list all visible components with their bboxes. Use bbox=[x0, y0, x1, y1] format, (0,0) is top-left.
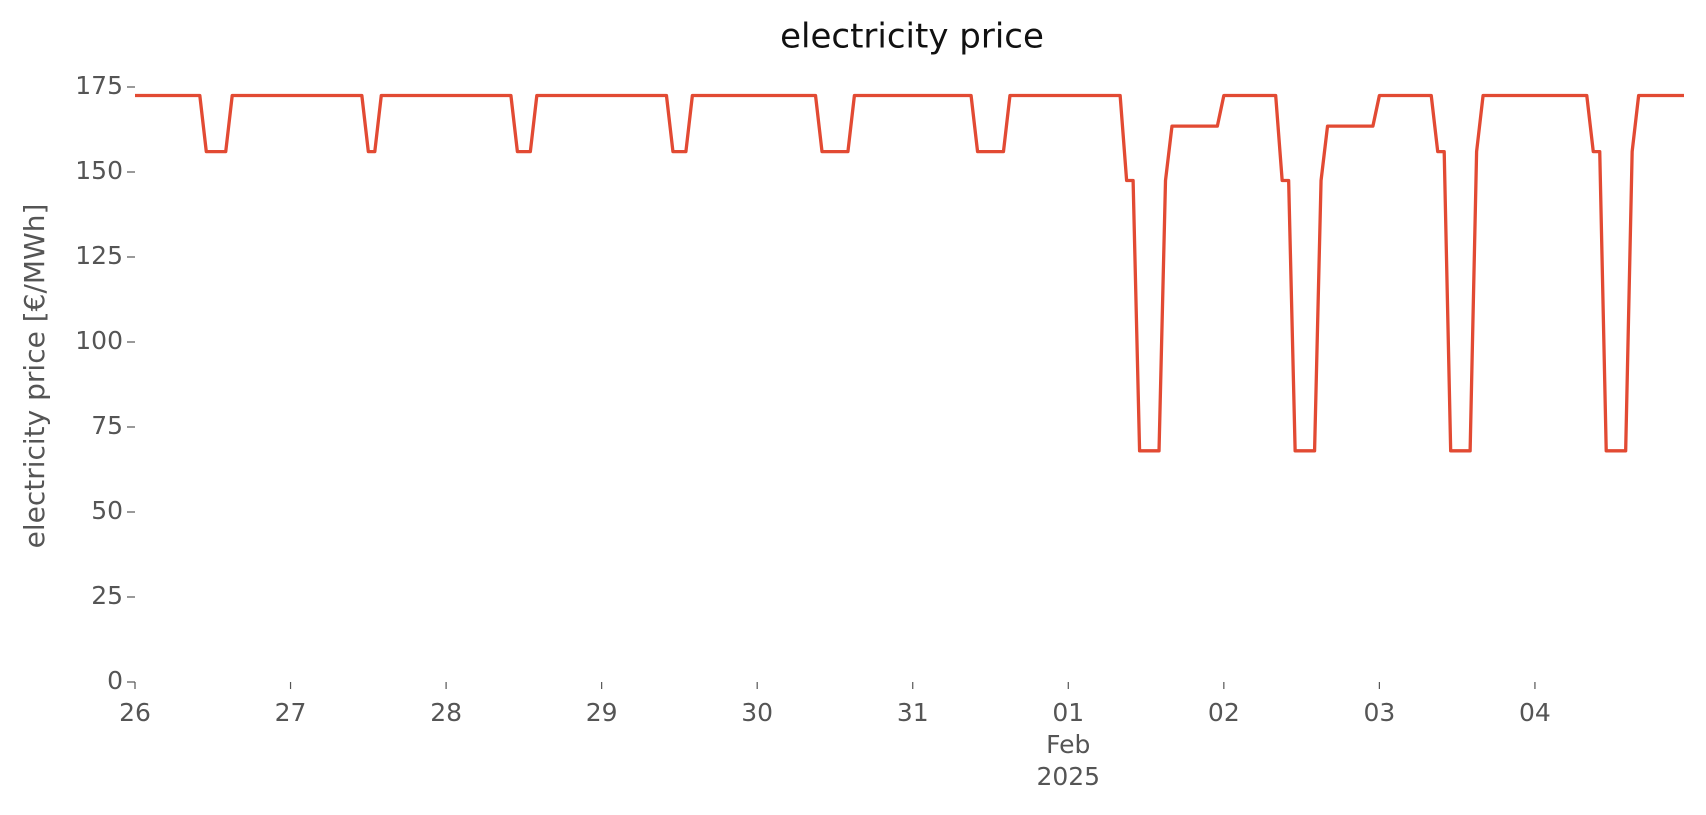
x-tick-label: 28 bbox=[430, 698, 462, 727]
y-axis-label: electricity price [€/MWh] bbox=[18, 204, 51, 549]
x-tick-label: 02 bbox=[1207, 698, 1240, 727]
x-tick-label: 01 Feb 2025 bbox=[1036, 698, 1101, 791]
x-tick-label: 27 bbox=[274, 698, 307, 727]
y-tick-label: 125 bbox=[75, 241, 123, 270]
y-tick-label: 25 bbox=[91, 581, 123, 610]
y-tick-label: 0 bbox=[107, 666, 123, 695]
price-line bbox=[135, 93, 1684, 453]
x-tick-label: 31 bbox=[896, 698, 929, 727]
y-tick-label: 150 bbox=[75, 156, 123, 185]
y-tick-label: 50 bbox=[91, 496, 123, 525]
y-tick-label: 75 bbox=[91, 411, 123, 440]
x-tick-label: 03 bbox=[1363, 698, 1396, 727]
x-tick-label: 26 bbox=[119, 698, 151, 727]
x-tick-label: 30 bbox=[741, 698, 774, 727]
y-tick-label: 100 bbox=[75, 326, 123, 355]
chart-title: electricity price bbox=[780, 17, 1044, 57]
y-tick-label: 175 bbox=[75, 71, 123, 100]
x-tick-label: 29 bbox=[585, 698, 618, 727]
x-tick-label: 04 bbox=[1519, 698, 1551, 727]
